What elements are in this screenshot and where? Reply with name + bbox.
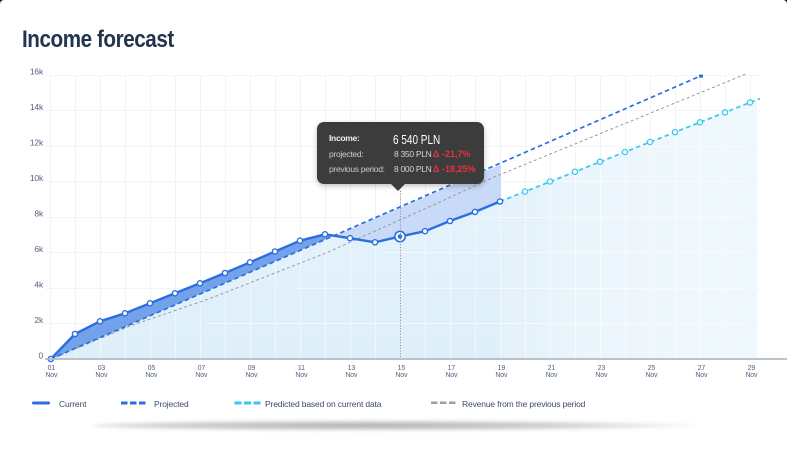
svg-text:Nov: Nov: [745, 372, 758, 379]
svg-text:Nov: Nov: [595, 372, 608, 379]
svg-text:Nov: Nov: [95, 372, 108, 379]
svg-text:17: 17: [448, 365, 456, 372]
svg-text:Nov: Nov: [695, 372, 708, 379]
svg-text:Nov: Nov: [395, 372, 408, 379]
svg-text:6k: 6k: [34, 244, 44, 254]
svg-text:Nov: Nov: [545, 372, 558, 379]
svg-text:Nov: Nov: [445, 372, 458, 379]
svg-text:Projected: Projected: [154, 399, 189, 409]
svg-text:13: 13: [348, 365, 356, 372]
svg-text:11: 11: [298, 365, 305, 372]
svg-text:23: 23: [598, 365, 606, 372]
svg-text:10k: 10k: [30, 173, 44, 183]
svg-text:Nov: Nov: [195, 372, 208, 379]
svg-text:09: 09: [248, 365, 256, 372]
svg-text:12k: 12k: [30, 137, 44, 147]
svg-text:29: 29: [748, 365, 756, 372]
svg-text:15: 15: [398, 365, 406, 372]
svg-text:Current: Current: [59, 399, 87, 409]
svg-text:21: 21: [548, 365, 556, 372]
svg-text:Revenue from the previous peri: Revenue from the previous period: [462, 399, 586, 409]
svg-text:Nov: Nov: [245, 372, 258, 379]
svg-text:Nov: Nov: [345, 372, 358, 379]
svg-text:07: 07: [198, 365, 206, 372]
svg-text:25: 25: [648, 365, 656, 372]
svg-text:16k: 16k: [30, 66, 44, 76]
svg-text:05: 05: [148, 365, 156, 372]
svg-text:Nov: Nov: [295, 372, 308, 379]
svg-text:2k: 2k: [34, 315, 44, 325]
svg-text:4k: 4k: [34, 279, 44, 289]
svg-text:27: 27: [698, 365, 706, 372]
svg-text:14k: 14k: [30, 102, 44, 112]
svg-text:8k: 8k: [34, 208, 44, 218]
svg-text:03: 03: [98, 365, 106, 372]
svg-text:Nov: Nov: [145, 372, 158, 379]
svg-text:Predicted based on current dat: Predicted based on current data: [265, 399, 382, 409]
svg-text:0: 0: [38, 350, 43, 360]
svg-text:Nov: Nov: [495, 372, 508, 379]
svg-text:01: 01: [48, 365, 56, 372]
svg-text:Nov: Nov: [645, 372, 658, 379]
svg-text:19: 19: [498, 365, 506, 372]
svg-text:Nov: Nov: [45, 372, 58, 379]
